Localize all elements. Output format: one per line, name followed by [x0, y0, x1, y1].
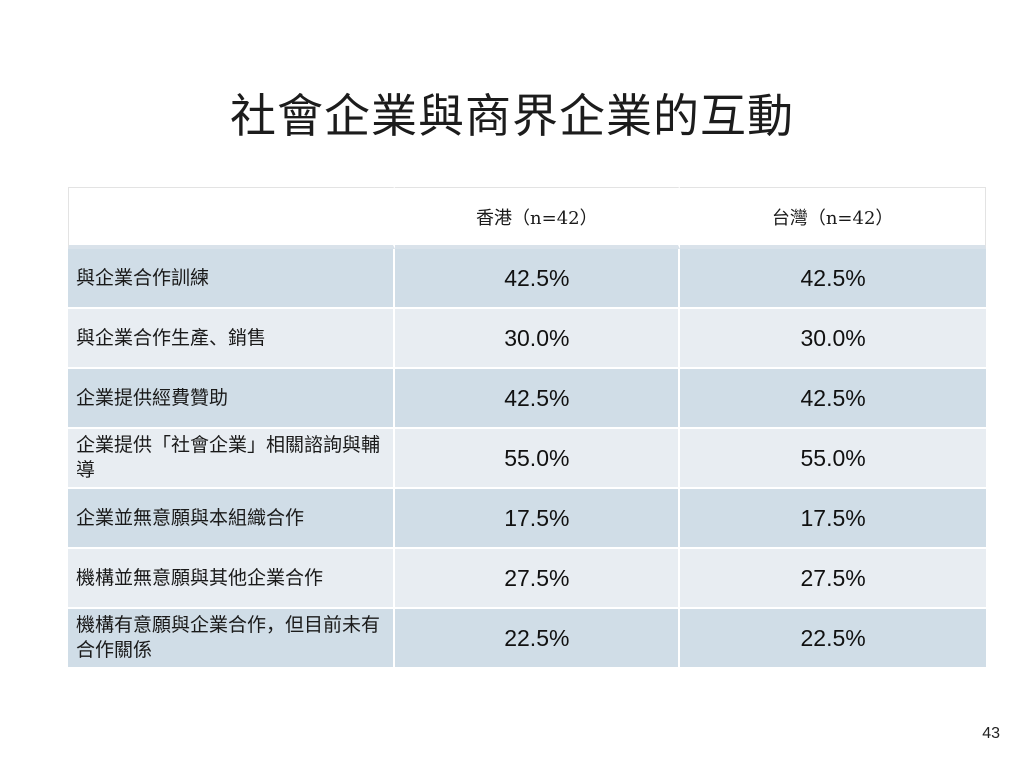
header-empty-cell [68, 187, 396, 249]
table-row: 與企業合作生產、銷售 30.0% 30.0% [68, 309, 986, 369]
hong-kong-value: 27.5% [395, 549, 681, 609]
row-label: 機構有意願與企業合作，但目前未有合作關係 [68, 609, 396, 669]
table-row: 企業提供經費贊助 42.5% 42.5% [68, 369, 986, 429]
row-label: 機構並無意願與其他企業合作 [68, 549, 396, 609]
page-number: 43 [982, 725, 1000, 742]
row-label: 與企業合作訓練 [68, 249, 396, 309]
hong-kong-value: 22.5% [395, 609, 681, 669]
comparison-table: 香港（n=42） 台灣（n=42） 與企業合作訓練 42.5% 42.5% 與企… [68, 187, 986, 669]
hong-kong-value: 30.0% [395, 309, 681, 369]
table-row: 企業提供「社會企業」相關諮詢與輔導 55.0% 55.0% [68, 429, 986, 489]
taiwan-value: 42.5% [680, 249, 986, 309]
table-row: 機構並無意願與其他企業合作 27.5% 27.5% [68, 549, 986, 609]
header-taiwan: 台灣（n=42） [680, 187, 986, 249]
row-label: 企業提供「社會企業」相關諮詢與輔導 [68, 429, 396, 489]
slide-title: 社會企業與商界企業的互動 [230, 89, 794, 143]
taiwan-value: 30.0% [680, 309, 986, 369]
row-label: 企業並無意願與本組織合作 [68, 489, 396, 549]
taiwan-value: 22.5% [680, 609, 986, 669]
taiwan-value: 17.5% [680, 489, 986, 549]
hong-kong-value: 42.5% [395, 369, 681, 429]
taiwan-value: 42.5% [680, 369, 986, 429]
taiwan-value: 27.5% [680, 549, 986, 609]
table-header-row: 香港（n=42） 台灣（n=42） [68, 187, 986, 249]
row-label: 企業提供經費贊助 [68, 369, 396, 429]
taiwan-value: 55.0% [680, 429, 986, 489]
hong-kong-value: 42.5% [395, 249, 681, 309]
table-row: 企業並無意願與本組織合作 17.5% 17.5% [68, 489, 986, 549]
hong-kong-value: 55.0% [395, 429, 681, 489]
hong-kong-value: 17.5% [395, 489, 681, 549]
row-label: 與企業合作生產、銷售 [68, 309, 396, 369]
table-row: 與企業合作訓練 42.5% 42.5% [68, 249, 986, 309]
header-hong-kong: 香港（n=42） [395, 187, 681, 249]
table-row: 機構有意願與企業合作，但目前未有合作關係 22.5% 22.5% [68, 609, 986, 669]
